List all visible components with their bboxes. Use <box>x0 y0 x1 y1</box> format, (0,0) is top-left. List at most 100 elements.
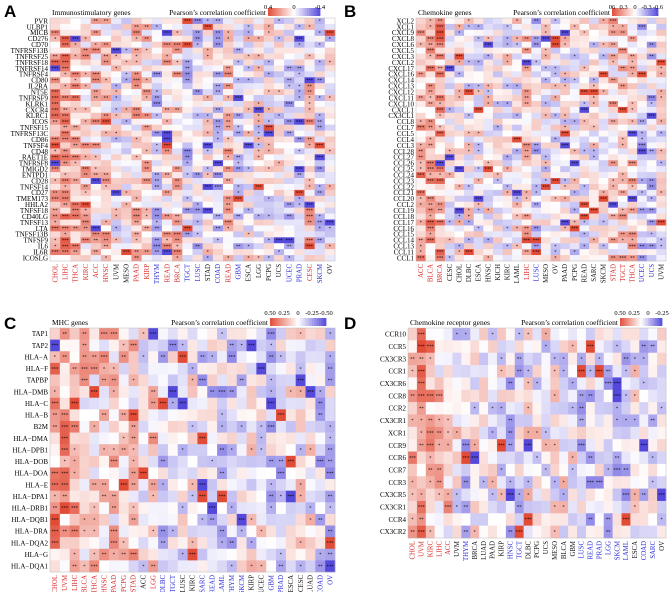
heatmap-cell <box>70 231 81 238</box>
heatmap-cell <box>182 189 193 197</box>
heatmap-cell <box>50 47 61 54</box>
heatmap-cell <box>217 397 228 410</box>
heatmap-cell <box>197 351 208 364</box>
heatmap-cell <box>646 178 657 185</box>
heatmap-cell <box>512 41 523 48</box>
significance-mark: * <box>574 119 577 125</box>
heatmap-cell <box>483 83 494 90</box>
significance-mark: ** <box>220 448 225 454</box>
significance-mark: *** <box>62 190 70 196</box>
heatmap-cell <box>50 148 61 155</box>
heatmap-cell <box>523 328 533 341</box>
heatmap-cell <box>138 502 149 515</box>
heatmap-cell <box>243 243 254 250</box>
heatmap-cell <box>488 426 498 440</box>
heatmap-cell <box>550 414 560 428</box>
heatmap-cell <box>646 148 657 155</box>
significance-mark: *** <box>62 214 70 220</box>
heatmap-cell <box>294 23 305 31</box>
heatmap-cell <box>444 249 455 256</box>
significance-mark: ** <box>102 482 107 488</box>
heatmap-cell <box>560 142 571 149</box>
significance-mark: * <box>299 564 302 570</box>
heatmap-cell <box>182 178 193 185</box>
heatmap-cell <box>246 455 257 468</box>
significance-mark: * <box>280 355 283 361</box>
heatmap-cell <box>182 231 193 238</box>
heatmap-cell <box>60 41 71 48</box>
significance-mark: ** <box>151 564 156 570</box>
heatmap-cell <box>263 89 275 96</box>
heatmap-cell <box>512 59 523 66</box>
column-label: OV <box>553 264 560 274</box>
heatmap-cell <box>637 77 648 84</box>
heatmap-cell <box>598 213 609 220</box>
heatmap-cell <box>416 100 426 108</box>
heatmap-cell <box>541 389 551 403</box>
heatmap-cell <box>579 53 590 60</box>
heatmap-cell <box>648 414 658 428</box>
heatmap-cell <box>656 23 667 31</box>
heatmap-cell <box>273 225 285 232</box>
heatmap-cell <box>315 467 326 480</box>
significance-mark: * <box>554 96 557 102</box>
significance-mark: * <box>420 431 423 437</box>
heatmap-cell <box>202 189 214 197</box>
heatmap-cell <box>464 160 474 167</box>
heatmap-cell <box>473 89 484 96</box>
significance-mark: * <box>563 369 566 375</box>
significance-mark: * <box>207 48 210 54</box>
significance-mark: * <box>660 149 663 155</box>
heatmap-cell <box>646 166 657 173</box>
heatmap-cell <box>128 374 139 387</box>
heatmap-cell <box>646 207 657 214</box>
significance-mark: ** <box>73 226 78 232</box>
heatmap-cell <box>284 71 295 78</box>
significance-mark: *** <box>62 96 70 102</box>
heatmap-cell <box>452 500 462 514</box>
heatmap-cell <box>187 409 198 422</box>
row-label: CXCL6 <box>392 41 415 49</box>
heatmap-cell <box>158 397 169 410</box>
heatmap-cell <box>305 374 316 387</box>
heatmap-cell <box>202 71 214 78</box>
heatmap-cell <box>223 207 234 214</box>
significance-mark: ** <box>161 529 166 535</box>
column-label: DLBC <box>466 264 473 283</box>
significance-mark: *** <box>418 344 426 350</box>
heatmap-cell <box>70 213 81 220</box>
significance-mark: * <box>95 155 98 161</box>
heatmap-cell <box>50 130 61 137</box>
heatmap-cell <box>483 237 494 244</box>
heatmap-cell <box>294 65 305 72</box>
heatmap-cell <box>550 23 561 31</box>
heatmap-cell <box>425 118 436 125</box>
heatmap-cell <box>90 118 102 125</box>
heatmap-cell <box>568 439 578 452</box>
significance-mark: *** <box>629 131 637 137</box>
heatmap-cell <box>69 432 80 445</box>
heatmap-cell <box>416 255 426 262</box>
heatmap-cell <box>416 23 426 31</box>
significance-mark: ** <box>226 84 231 90</box>
significance-mark: *** <box>92 179 100 185</box>
heatmap-cell <box>256 444 267 457</box>
heatmap-cell <box>637 172 648 179</box>
heatmap-cell <box>202 201 214 208</box>
significance-mark: *** <box>215 185 223 191</box>
heatmap-cell <box>314 136 326 143</box>
heatmap-cell <box>541 463 551 477</box>
heatmap-cell <box>246 560 257 573</box>
significance-mark: ** <box>175 185 180 191</box>
significance-mark: ** <box>216 107 221 113</box>
significance-mark: * <box>593 143 596 149</box>
heatmap-cell <box>492 95 503 102</box>
heatmap-cell <box>89 362 100 375</box>
significance-mark: ** <box>62 331 67 337</box>
heatmap-cell <box>598 219 609 226</box>
heatmap-cell <box>182 207 193 214</box>
heatmap-cell <box>569 183 580 191</box>
heatmap-cell <box>425 213 436 220</box>
heatmap-cell <box>589 71 599 78</box>
heatmap-cell <box>212 18 224 25</box>
